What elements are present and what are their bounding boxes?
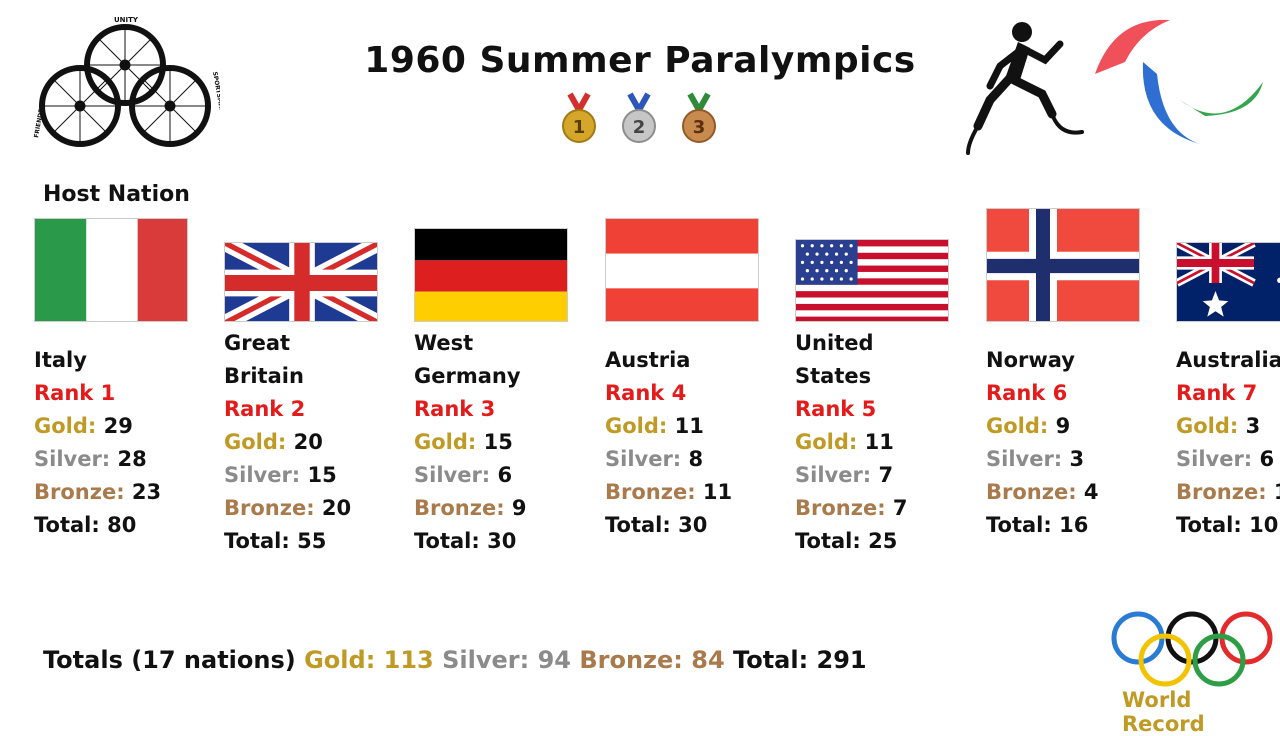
paralympic-agitos-logo [1085,12,1270,147]
logo-word-unity: UNITY [114,16,139,24]
world-record-brand: World Record [1122,688,1205,736]
bronze-count: 11 [702,480,733,504]
totals-prefix: Totals (17 nations) [43,646,296,674]
silver-medal-icon: 2 [622,92,656,143]
silver-count: 8 [688,447,704,471]
medal-totals: Totals (17 nations) Gold: 113 Silver: 94… [43,646,867,674]
gold-count: 9 [1055,414,1071,438]
silver-count: 15 [307,463,337,487]
silver-count: 28 [117,447,147,471]
italy-flag [34,218,188,322]
silver-count: 6 [497,463,513,487]
gold-count: 20 [293,430,323,454]
olympic-rings-icon [1110,610,1275,690]
nation-rank: Rank 6 [986,381,1068,405]
svg-text:3: 3 [693,117,706,138]
nation-rank: Rank 4 [605,381,687,405]
totals-silver: Silver: 94 [442,646,571,674]
nation-name: United States [795,331,874,388]
united-states-flag [795,239,949,322]
nation-card-australia: Australia Rank 7 Gold: 3 Silver: 6 Bronz… [1176,218,1280,548]
silver-count: 6 [1259,447,1275,471]
nation-name: Australia [1176,348,1280,372]
bronze-count: 4 [1083,480,1099,504]
gold-count: 15 [483,430,513,454]
bronze-count: 1 [1274,480,1280,504]
total-count: 10 [1249,513,1279,537]
nation-name: Norway [986,348,1075,372]
nation-name: Great Britain [224,331,304,388]
page-title: 1960 Summer Paralympics [364,40,916,81]
gold-medal-icon: 1 [562,92,596,143]
total-count: 80 [107,513,137,537]
nation-name: Italy [34,348,87,372]
nation-rank: Rank 3 [414,397,496,421]
wheels-logo: UNITY FRIENDSHIP SPORTSMANSHIP [30,10,228,160]
gold-count: 3 [1245,414,1261,438]
total-count: 30 [678,513,708,537]
bronze-count: 9 [511,496,527,520]
host-nation-label: Host Nation [43,182,190,207]
nation-rank: Rank 1 [34,381,116,405]
totals-total: Total: 291 [733,646,867,674]
nation-name: West Germany [414,331,521,388]
medal-icons: 1 2 3 [560,92,718,144]
bronze-medal-icon: 3 [682,92,716,143]
gold-count: 11 [864,430,894,454]
austria-flag [605,218,759,322]
total-count: 25 [868,529,898,553]
nation-rank: Rank 7 [1176,381,1258,405]
west-germany-flag [414,228,568,322]
totals-gold: Gold: 113 [304,646,434,674]
totals-bronze: Bronze: 84 [579,646,725,674]
svg-text:1: 1 [573,117,586,138]
nation-name: Austria [605,348,691,372]
norway-flag [986,208,1140,322]
silver-count: 7 [878,463,894,487]
nation-rank: Rank 5 [795,397,877,421]
silver-count: 3 [1069,447,1085,471]
total-count: 30 [487,529,517,553]
gold-count: 11 [674,414,704,438]
total-count: 55 [297,529,327,553]
bronze-count: 20 [321,496,352,520]
gold-count: 29 [103,414,133,438]
great-britain-flag [224,242,378,322]
nation-rank: Rank 2 [224,397,306,421]
bronze-count: 7 [892,496,908,520]
runner-silhouette-icon [960,18,1090,158]
bronze-count: 23 [131,480,162,504]
svg-text:2: 2 [633,117,646,138]
total-count: 16 [1059,513,1089,537]
australia-flag [1176,242,1280,322]
